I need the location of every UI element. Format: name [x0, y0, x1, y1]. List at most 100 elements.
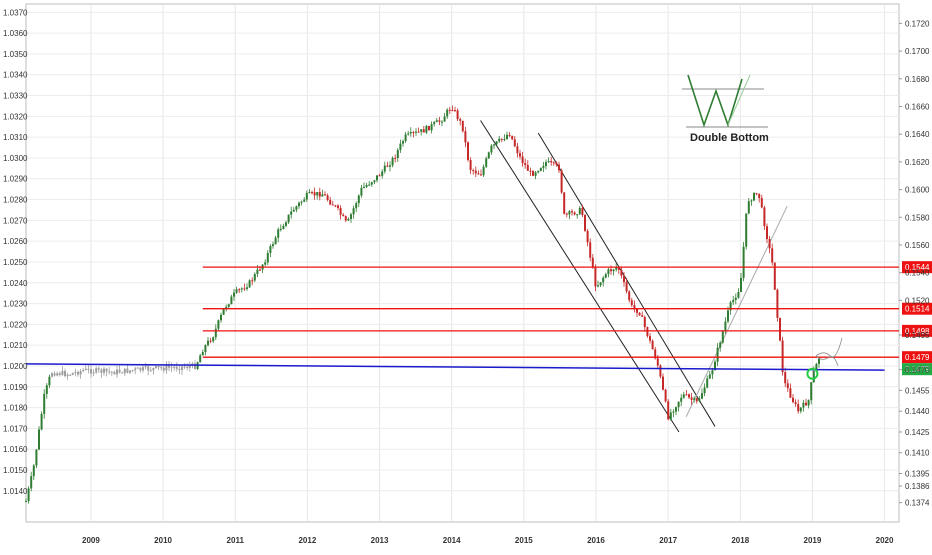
left-tick-label: 1.0250: [3, 258, 28, 267]
candle-body: [389, 165, 391, 167]
candle-body: [594, 267, 597, 287]
candle-body: [238, 289, 241, 291]
candle-body: [792, 397, 794, 403]
candle-body: [251, 280, 254, 282]
candle-body: [584, 214, 586, 231]
candle-body: [40, 413, 43, 430]
candle-body: [386, 165, 389, 167]
candle-body: [131, 370, 134, 372]
candle-body: [454, 110, 456, 112]
candle-body: [105, 368, 108, 372]
right-tick-label: 0.1600: [905, 186, 930, 195]
candle-body: [586, 230, 589, 243]
candle-body: [97, 368, 100, 370]
candle-body: [610, 269, 612, 272]
candle-body: [472, 170, 475, 172]
candle-body: [451, 110, 454, 112]
candle-body: [407, 133, 410, 135]
candle-body: [500, 138, 503, 140]
candle-body: [513, 139, 516, 147]
candle-body: [438, 120, 441, 122]
candle-body: [282, 225, 285, 229]
candle-body: [675, 407, 677, 412]
candle-body: [173, 366, 176, 368]
candle-body: [365, 185, 368, 187]
x-tick-label: 2010: [154, 536, 172, 545]
candle-body: [420, 129, 423, 132]
candle-body: [71, 372, 74, 375]
candle-body: [758, 193, 761, 199]
x-tick-label: 2009: [82, 536, 100, 545]
double-bottom-projection: [727, 74, 751, 126]
rising-trendline: [685, 205, 788, 417]
candle-body: [118, 369, 121, 373]
left-tick-label: 1.0280: [3, 196, 28, 205]
candle-body: [693, 398, 696, 400]
candle-body: [560, 170, 563, 193]
candle-body: [698, 398, 701, 402]
candle-body: [61, 370, 64, 375]
candle-body: [493, 144, 495, 146]
candle-body: [568, 211, 571, 215]
x-tick-label: 2014: [443, 536, 461, 545]
candle-body: [727, 310, 729, 322]
candle-body: [625, 282, 628, 292]
candle-body: [615, 266, 618, 270]
candle-body: [776, 289, 779, 318]
candle-body: [477, 173, 480, 175]
x-tick-label: 2019: [804, 536, 822, 545]
left-tick-label: 1.0140: [3, 487, 28, 496]
candle-body: [110, 371, 113, 373]
support-line: [25, 363, 885, 371]
candle-body: [807, 400, 810, 406]
candle-body: [274, 237, 277, 245]
current-price-tag-label: 0.1479: [905, 365, 930, 374]
candle-body: [529, 170, 532, 172]
left-tick-label: 1.0350: [3, 50, 28, 59]
candle-body: [815, 363, 818, 372]
candle-body: [677, 401, 680, 408]
candle-body: [555, 162, 558, 165]
left-tick-label: 1.0240: [3, 279, 28, 288]
candle-body: [220, 314, 222, 321]
candle-body: [363, 186, 365, 188]
right-tick-label: 0.1386: [905, 482, 930, 491]
candle-body: [459, 119, 462, 121]
candle-body: [82, 369, 85, 372]
candle-body: [469, 160, 472, 171]
candle-body: [578, 207, 581, 215]
candle-body: [355, 203, 358, 209]
candle-body: [602, 277, 605, 283]
candle-body: [747, 201, 750, 214]
candle-body: [222, 308, 225, 315]
candle-body: [547, 161, 550, 163]
candle-body: [32, 465, 35, 477]
candle-body: [734, 297, 737, 300]
candle-body: [753, 193, 755, 201]
left-tick-label: 1.0180: [3, 404, 28, 413]
right-tick-label: 0.1720: [905, 19, 930, 28]
candle-body: [659, 365, 662, 377]
candle-body: [318, 191, 321, 197]
candle-body: [370, 182, 373, 185]
candle-body: [266, 252, 269, 263]
candle-body: [573, 212, 576, 215]
left-tick-label: 1.0340: [3, 71, 28, 80]
candle-body: [643, 316, 646, 328]
candle-body: [779, 317, 781, 341]
candle-body: [773, 262, 776, 290]
candle-body: [662, 376, 664, 390]
candle-body: [188, 366, 191, 369]
right-tick-label: 0.1640: [905, 130, 930, 139]
candle-body: [604, 274, 607, 278]
left-tick-label: 1.0150: [3, 466, 28, 475]
candle-body: [225, 306, 228, 309]
projection-path-down: [815, 355, 839, 366]
candle-body: [199, 355, 202, 363]
candle-body: [246, 287, 248, 289]
candle-body: [233, 292, 235, 297]
x-tick-label: 2018: [731, 536, 749, 545]
candle-body: [64, 370, 66, 377]
right-tick-label: 0.1520: [905, 296, 930, 305]
price-tag-bg: [902, 324, 932, 337]
